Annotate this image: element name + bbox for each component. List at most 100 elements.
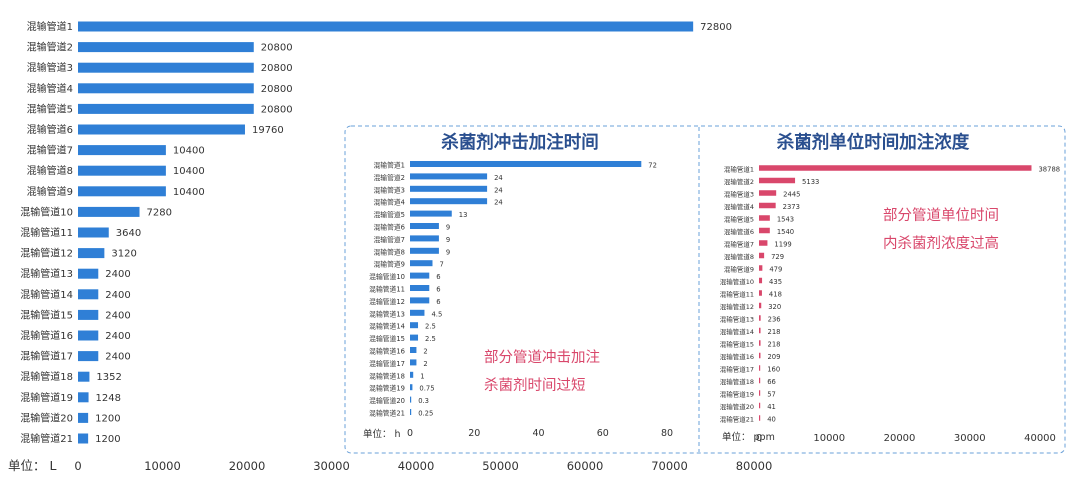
x-tick-label: 30000 (954, 433, 986, 444)
x-tick-label: 0 (756, 433, 762, 444)
category-label: 混输管道13 (20, 267, 73, 280)
data-label: 2445 (783, 191, 800, 199)
data-label: 1248 (96, 393, 121, 404)
bar (410, 260, 433, 267)
category-label: 混输管道3 (27, 61, 73, 74)
bar (410, 223, 439, 229)
bar (759, 165, 1032, 171)
data-label: 6 (436, 298, 440, 306)
category-label: 混输管道20 (20, 411, 73, 424)
category-label: 混输管道11 (369, 285, 405, 294)
data-label: 5133 (802, 178, 819, 186)
bar (78, 392, 89, 403)
category-label: 混输管道7 (373, 235, 405, 244)
unit-label: 单位： ppm (722, 431, 775, 443)
inset-panel-frame (344, 125, 1066, 454)
bar (78, 433, 89, 444)
data-label: 24 (494, 199, 503, 207)
category-label: 混输管道17 (369, 359, 405, 368)
data-label: 218 (768, 341, 781, 349)
data-label: 2400 (105, 310, 130, 321)
data-label: 41 (767, 403, 776, 411)
data-label: 6 (436, 273, 440, 281)
category-label: 混输管道7 (724, 240, 754, 249)
category-label: 混输管道6 (27, 123, 73, 136)
bar (759, 315, 761, 321)
bar (78, 289, 99, 300)
category-label: 混输管道15 (369, 334, 405, 343)
category-label: 混输管道12 (20, 247, 73, 260)
category-label: 混输管道16 (369, 347, 405, 356)
bar (78, 412, 89, 423)
bar (78, 248, 105, 259)
category-label: 混输管道7 (27, 144, 73, 157)
category-label: 混输管道8 (27, 164, 73, 177)
bar (78, 371, 90, 382)
bar (410, 322, 419, 329)
category-label: 混输管道19 (369, 384, 405, 393)
bar (78, 83, 254, 94)
data-label: 209 (767, 353, 780, 361)
x-tick-label: 80000 (736, 459, 773, 473)
category-label: 混输管道1 (373, 161, 405, 170)
data-label: 320 (768, 303, 781, 311)
bar (410, 371, 414, 378)
unit-label: 单位： h (363, 428, 401, 440)
category-label: 混输管道4 (373, 198, 405, 207)
bar (410, 309, 425, 316)
bar (78, 21, 694, 32)
category-label: 混输管道9 (724, 265, 754, 274)
data-label: 1200 (95, 413, 120, 424)
bar (759, 190, 777, 196)
category-label: 混输管道12 (720, 302, 754, 311)
bar (759, 202, 776, 209)
bar (759, 340, 761, 346)
x-tick-label: 10000 (813, 433, 845, 444)
bar (759, 177, 796, 184)
data-label: 24 (494, 174, 503, 182)
data-label: 2.5 (425, 323, 436, 331)
bar (759, 377, 761, 384)
data-label: 6 (436, 286, 440, 294)
bar (759, 402, 761, 409)
category-label: 混输管道13 (369, 309, 405, 318)
category-label: 混输管道21 (369, 409, 405, 418)
category-label: 混输管道2 (27, 41, 73, 54)
data-label: 66 (767, 378, 776, 386)
bar (410, 198, 488, 205)
category-label: 混输管道20 (369, 396, 405, 405)
data-label: 3120 (111, 249, 136, 260)
data-label: 1200 (95, 434, 120, 445)
x-tick-label: 20 (468, 428, 480, 439)
bar (78, 330, 99, 341)
data-label: 2.5 (425, 335, 436, 343)
category-label: 混输管道18 (720, 377, 754, 386)
bar (78, 42, 254, 53)
annotation-text: 部分管道冲击加注 (484, 349, 600, 366)
x-tick-label: 20000 (229, 459, 266, 473)
data-label: 9 (446, 224, 450, 232)
category-label: 混输管道8 (373, 247, 405, 256)
data-label: 72 (648, 162, 657, 170)
bar (759, 240, 768, 246)
data-label: 57 (767, 391, 776, 399)
data-label: 479 (769, 266, 782, 274)
category-label: 混输管道12 (369, 297, 405, 306)
bar (410, 235, 439, 242)
x-tick-label: 30000 (313, 459, 350, 473)
bar (78, 206, 140, 217)
category-label: 混输管道21 (20, 432, 73, 445)
category-label: 混输管道18 (369, 371, 405, 380)
category-label: 混输管道2 (373, 173, 405, 182)
category-label: 混输管道6 (724, 227, 754, 236)
bar (410, 285, 430, 291)
data-label: 435 (769, 278, 782, 286)
data-label: 2400 (105, 269, 130, 280)
bar (759, 390, 761, 396)
x-tick-label: 40000 (398, 459, 435, 473)
x-tick-label: 0 (407, 428, 413, 439)
category-label: 混输管道10 (720, 277, 754, 286)
